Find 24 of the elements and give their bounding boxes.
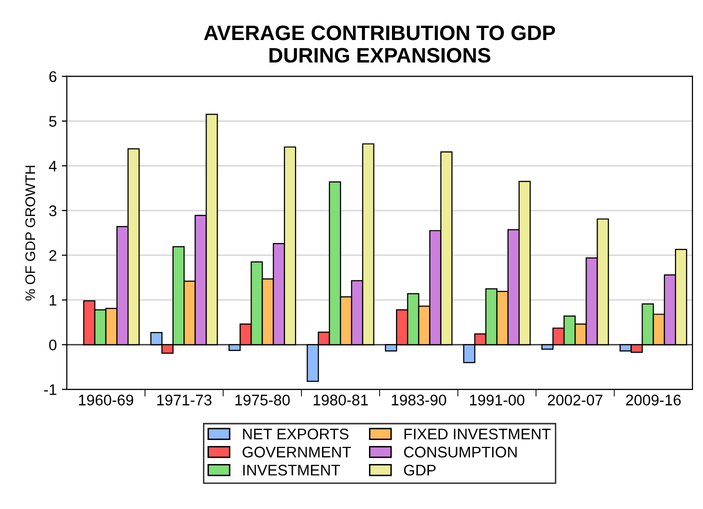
x-tick-label: 1980-81 bbox=[314, 394, 368, 406]
x-tick-label: 2002-07 bbox=[548, 394, 602, 406]
y-tick-label: -1 bbox=[44, 384, 56, 395]
x-tick-label: 1991-00 bbox=[470, 394, 524, 406]
x-tick-label: 1971-73 bbox=[157, 394, 212, 406]
y-tick-label: 1 bbox=[50, 294, 56, 306]
x-tick-label: 1975-80 bbox=[235, 394, 290, 406]
y-tick-label: 0 bbox=[49, 340, 56, 350]
y-axis-title: % OF GDP GROWTH bbox=[25, 166, 36, 301]
legend-label: FIXED INVESTMENT bbox=[404, 428, 551, 440]
x-tick-label: 2009-16 bbox=[626, 394, 681, 406]
y-tick-label: 4 bbox=[48, 160, 57, 172]
legend-label: INVESTMENT bbox=[243, 464, 340, 476]
legend-label: CONSUMPTION bbox=[404, 446, 517, 458]
y-tick-label: 2 bbox=[49, 250, 56, 261]
x-tick-label: 1960-69 bbox=[79, 394, 134, 406]
x-tick-label: 1983-90 bbox=[392, 394, 446, 406]
legend-label: GDP bbox=[404, 464, 436, 476]
legend-label: NET EXPORTS bbox=[243, 428, 348, 440]
y-tick-label: 6 bbox=[49, 71, 56, 82]
y-tick-label: 5 bbox=[49, 116, 56, 127]
y-tick-label: 3 bbox=[49, 205, 56, 216]
chart-title: AVERAGE CONTRIBUTION TO GDP DURING EXPANSIONS bbox=[204, 25, 556, 63]
legend-label: GOVERNMENT bbox=[242, 446, 352, 458]
